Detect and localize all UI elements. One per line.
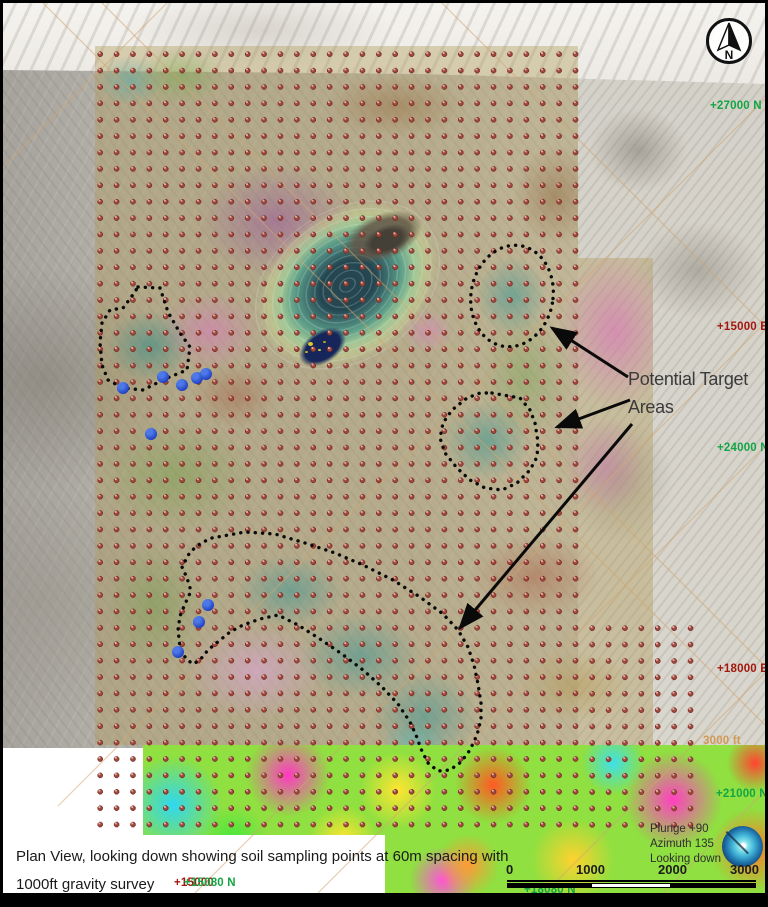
target-pointer-arrow xyxy=(549,326,629,379)
target-area-outline xyxy=(176,530,483,773)
target-pointer-arrow xyxy=(554,398,631,429)
grid-coordinate-label: +15000 E xyxy=(717,321,768,333)
scale-segment xyxy=(591,883,671,888)
figure-caption: Plan View, looking down showing soil sam… xyxy=(16,843,526,899)
highlighted-sample-dot xyxy=(145,428,157,440)
highlighted-sample-dot xyxy=(157,371,169,383)
highlighted-sample-dot xyxy=(202,599,214,611)
frame-edge-bottom xyxy=(0,893,768,907)
target-area-outline xyxy=(438,391,540,492)
frame-edge-left xyxy=(0,0,3,907)
scale-tick: 0 xyxy=(506,862,514,877)
highlighted-sample-dot xyxy=(200,368,212,380)
potential-target-annotation: Potential Target Areas xyxy=(628,366,748,422)
survey-grid-line xyxy=(662,787,768,894)
grid-coordinate-label: +24000 N xyxy=(717,442,768,454)
grid-coordinate-label: +15080 N xyxy=(184,877,236,889)
frame-edge-right xyxy=(765,0,768,907)
grid-coordinate-label: +21000 N xyxy=(716,788,768,800)
highlighted-sample-dot xyxy=(172,646,184,658)
scale-tick: 1000 xyxy=(576,862,605,877)
compass-n-label: N xyxy=(725,48,734,61)
scale-segment xyxy=(507,883,591,888)
scale-segment xyxy=(671,883,756,888)
north-arrow-compass: N xyxy=(706,18,752,64)
caption-line1: Plan View, looking down showing soil sam… xyxy=(16,848,509,865)
target-area-outline xyxy=(468,243,556,349)
soil-sample-dot-region xyxy=(92,46,584,832)
grid-coordinate-label: +15000 xyxy=(174,877,214,889)
caption-line2: 1000ft gravity survey xyxy=(16,876,155,893)
plunge-label: Plunge +90 xyxy=(650,823,709,835)
looking-label: Looking down xyxy=(650,853,721,865)
scale-bar xyxy=(507,880,756,888)
grid-coordinate-label: +27000 N xyxy=(710,100,762,112)
azimuth-label: Azimuth 135 xyxy=(650,838,714,850)
soil-sample-dot-region xyxy=(584,620,696,832)
white-margin-bottom xyxy=(0,835,385,893)
scale-tick: 2000 xyxy=(658,862,687,877)
highlighted-sample-dot xyxy=(176,379,188,391)
annotation-line1: Potential Target xyxy=(628,369,748,389)
frame-edge-top xyxy=(0,0,768,3)
target-area-outline xyxy=(98,285,192,392)
survey-grid-line xyxy=(0,0,171,171)
target-pointer-arrow xyxy=(458,423,634,631)
annotation-line2: Areas xyxy=(628,396,674,417)
scale-tick: 3000 xyxy=(730,862,759,877)
highlighted-sample-dot xyxy=(193,616,205,628)
highlighted-sample-dot xyxy=(117,382,129,394)
grid-coordinate-label: +18000 E xyxy=(717,663,768,675)
view-orientation-info: Plunge +90 Azimuth 135 Looking down xyxy=(650,822,721,867)
grid-coordinate-label: 3000 ft xyxy=(703,735,741,747)
north-arrow-icon: N xyxy=(716,22,742,61)
